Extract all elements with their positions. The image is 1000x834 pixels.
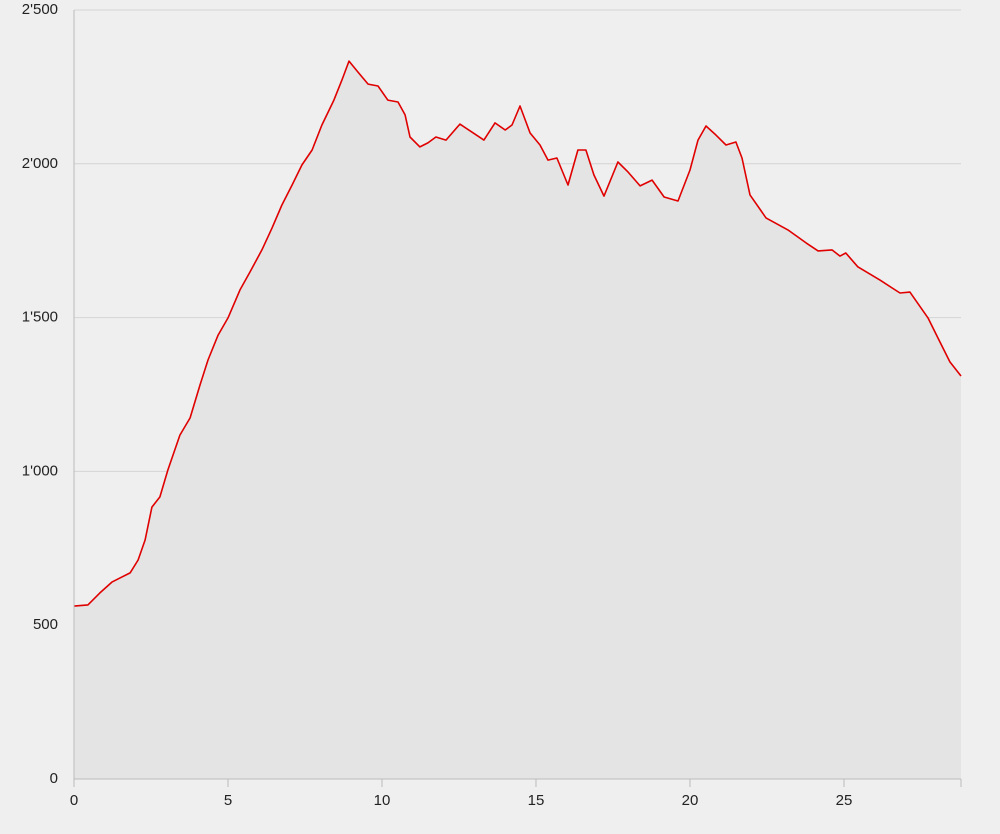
line xyxy=(73,60,962,607)
y-tick-label: 1'000 xyxy=(22,462,58,479)
x-tick-label: 5 xyxy=(224,792,232,809)
x-tick-label: 10 xyxy=(374,792,391,809)
x-tick-label: 25 xyxy=(836,792,853,809)
y-tick-label: 500 xyxy=(33,616,58,633)
y-tick-label: 1'500 xyxy=(22,309,58,326)
x-tick-label: 15 xyxy=(528,792,545,809)
y-tick-label: 2'500 xyxy=(22,1,58,18)
y-tick-label: 0 xyxy=(50,770,58,787)
x-tick-label: 0 xyxy=(70,792,78,809)
y-tick-label: 2'000 xyxy=(22,155,58,172)
area xyxy=(74,61,961,780)
x-tick-label: 20 xyxy=(682,792,699,809)
